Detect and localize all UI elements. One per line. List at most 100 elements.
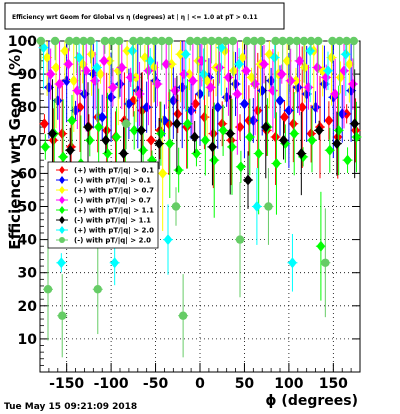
data-point (158, 167, 168, 179)
legend-label: (+) with pT/|q| > 1.1 (74, 207, 154, 216)
data-point (341, 48, 351, 60)
data-point (72, 36, 81, 46)
data-point (342, 36, 351, 46)
data-point (110, 257, 120, 269)
data-point (344, 58, 354, 70)
data-point (55, 78, 64, 90)
data-point (197, 55, 207, 67)
data-point (65, 36, 74, 46)
data-point (306, 36, 316, 46)
legend-box (47, 161, 159, 249)
legend-label: (+) with pT/|q| > 2.0 (74, 227, 154, 236)
data-point (226, 134, 236, 146)
data-point (202, 75, 212, 87)
data-point (300, 61, 310, 73)
y-tick-label: 30 (18, 266, 38, 282)
data-point (259, 58, 269, 70)
data-point (86, 36, 95, 46)
data-point (332, 138, 342, 150)
data-point (154, 138, 164, 150)
legend-label: (-) with pT/|q| > 0.7 (74, 197, 151, 206)
data-point (307, 134, 317, 146)
data-point (112, 131, 121, 143)
data-point (252, 201, 262, 212)
data-point (207, 36, 216, 46)
data-point (56, 257, 66, 269)
data-point (164, 36, 174, 46)
y-axis-label: Efficiency wrt Geom (%) (6, 48, 24, 250)
data-point (250, 78, 260, 90)
x-tick-label: 0 (195, 376, 205, 392)
data-point (299, 36, 309, 46)
y-tick-label: 50 (18, 200, 38, 216)
data-point (171, 202, 181, 211)
data-point (101, 134, 111, 146)
y-tick-label: 80 (18, 100, 38, 116)
data-point (285, 36, 294, 46)
data-point (150, 36, 159, 46)
data-point (200, 134, 210, 146)
data-point (228, 36, 238, 46)
data-point (128, 45, 137, 57)
data-point (48, 134, 58, 146)
axis-ticks: 10 20 30 40 50 60 70 80 90 100 -150 -100 -50 0 50 100 15… (8, 34, 360, 392)
data-point (254, 148, 264, 160)
data-point (143, 36, 152, 46)
data-point (102, 124, 112, 136)
data-point (350, 118, 360, 130)
data-point (217, 118, 227, 130)
data-point (51, 61, 61, 73)
data-point (218, 124, 228, 136)
data-point (122, 119, 131, 128)
data-point (238, 52, 248, 64)
data-point (136, 36, 145, 46)
data-point (291, 75, 301, 87)
data-point (314, 36, 323, 46)
y-tick-label: 60 (18, 166, 38, 182)
data-point (183, 118, 192, 130)
data-point (40, 118, 49, 130)
legend-swatch (59, 176, 65, 184)
legend-swatch (59, 226, 65, 234)
data-point (325, 144, 335, 156)
timestamp: Tue May 15 09:21:09 2018 (4, 402, 137, 412)
data-point (184, 68, 194, 80)
legend-label: (+) with pT/|q| > 0.1 (74, 167, 154, 176)
data-point (146, 134, 156, 146)
data-point (188, 75, 198, 87)
data-point (138, 144, 148, 156)
data-points (35, 36, 362, 358)
y-tick-label: 100 (8, 34, 37, 50)
data-point (99, 55, 109, 67)
data-point (236, 161, 246, 173)
data-point (96, 68, 105, 80)
data-point (174, 164, 184, 176)
data-point (221, 36, 230, 46)
data-point (261, 121, 271, 133)
data-point (199, 68, 208, 80)
data-point (234, 58, 244, 70)
data-point (339, 65, 349, 77)
data-point (229, 65, 239, 77)
data-point (305, 45, 315, 57)
data-point (87, 48, 96, 60)
data-point (46, 68, 56, 80)
data-point (43, 285, 53, 294)
data-point (40, 141, 50, 153)
data-point (328, 36, 337, 46)
data-point (270, 52, 280, 64)
data-point (168, 95, 178, 107)
data-point (225, 128, 235, 140)
data-point (165, 138, 175, 150)
data-point (272, 157, 281, 169)
legend-label: (-) with pT/|q| > 2.0 (74, 237, 151, 246)
data-point (324, 114, 334, 126)
data-point (296, 148, 306, 160)
legend-swatch (59, 186, 65, 194)
data-point (289, 128, 299, 140)
legend-label: (-) with pT/|q| > 1.1 (74, 217, 151, 226)
data-point (288, 257, 297, 269)
data-point (176, 48, 185, 60)
data-point (144, 65, 153, 77)
data-point (92, 61, 102, 73)
